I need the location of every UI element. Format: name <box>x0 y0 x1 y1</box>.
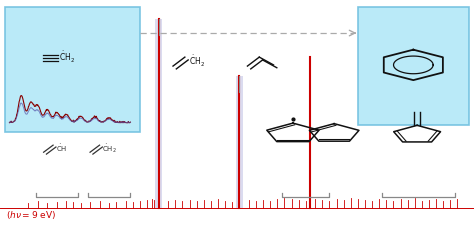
Text: $\mathdefault{\dot{C}H_2}$: $\mathdefault{\dot{C}H_2}$ <box>102 142 117 155</box>
FancyBboxPatch shape <box>358 7 469 125</box>
FancyBboxPatch shape <box>236 76 243 208</box>
Text: $\mathdefault{\dot{C}H_2}$: $\mathdefault{\dot{C}H_2}$ <box>189 53 205 68</box>
Text: $\mathdefault{\dot{C}H_2}$: $\mathdefault{\dot{C}H_2}$ <box>59 50 75 65</box>
Text: $\mathdefault{\dot{C}H}$: $\mathdefault{\dot{C}H}$ <box>56 143 67 154</box>
FancyBboxPatch shape <box>155 19 162 208</box>
FancyBboxPatch shape <box>5 7 140 132</box>
Text: $(h\nu = 9\ \mathrm{eV})$: $(h\nu = 9\ \mathrm{eV})$ <box>6 209 56 221</box>
